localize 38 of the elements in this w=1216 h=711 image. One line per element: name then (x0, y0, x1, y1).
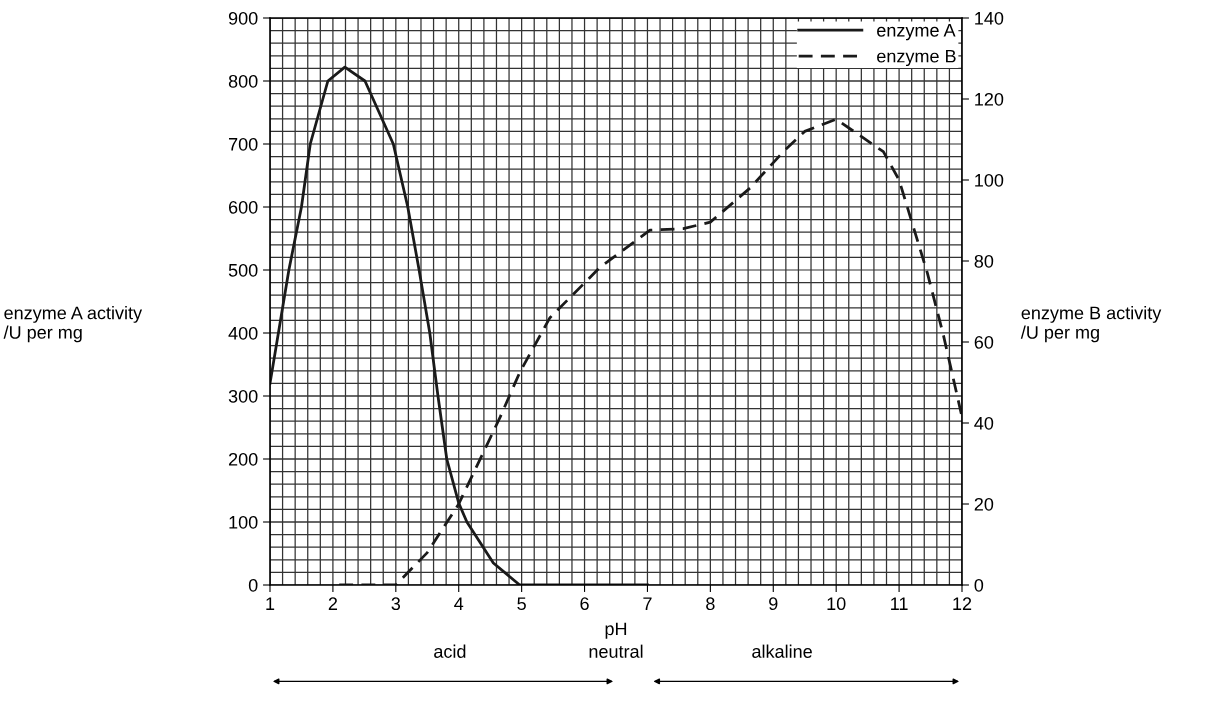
y2-tick-label: 100 (975, 173, 1004, 187)
x-tick-label: 3 (391, 597, 401, 611)
x-axis-title: pH (605, 622, 627, 639)
x-tick-label: 5 (517, 597, 526, 611)
legend-label: enzyme A (877, 24, 956, 41)
x-tick-label: 6 (580, 597, 589, 611)
x-tick-label: 9 (769, 597, 778, 611)
y2-tick-label: 140 (975, 11, 1004, 25)
y-tick-label: 800 (228, 74, 258, 88)
y-axis-title: enzyme A activity /U per mg (3, 306, 143, 343)
y2-tick-label: 80 (974, 254, 994, 268)
y2-axis-title: enzyme B activity /U per mg (1020, 306, 1162, 343)
y2-tick-label: 0 (974, 578, 984, 592)
x-tick-label: 11 (891, 597, 908, 610)
y-tick-label: 900 (228, 11, 258, 25)
y2-tick-label: 120 (975, 92, 1004, 106)
y-tick-label: 600 (228, 200, 258, 214)
y-tick-label: 500 (228, 263, 258, 277)
y-tick-label: 400 (228, 326, 258, 340)
x-tick-label: 7 (643, 597, 652, 610)
x-tick-label: 2 (328, 597, 338, 610)
y2-tick-label: 60 (974, 335, 994, 349)
text: neutral (589, 644, 643, 658)
y-tick-label: 300 (228, 389, 258, 403)
x-tick-label: 1 (266, 597, 275, 610)
y-tick-label: 700 (229, 137, 258, 151)
x-tick-label: 8 (706, 597, 715, 611)
text: alkaline (752, 644, 812, 658)
x-tick-label: 10 (827, 597, 846, 611)
x-tick-label: 12 (953, 597, 972, 610)
y-tick-label: 100 (229, 515, 258, 529)
y2-tick-label: 20 (974, 497, 994, 511)
text: acid (434, 644, 466, 658)
legend-label: enzyme B (877, 49, 956, 67)
y2-tick-label: 40 (974, 416, 994, 430)
y-tick-label: 0 (248, 578, 258, 592)
x-tick-label: 4 (454, 597, 464, 610)
y-tick-label: 200 (228, 452, 258, 466)
